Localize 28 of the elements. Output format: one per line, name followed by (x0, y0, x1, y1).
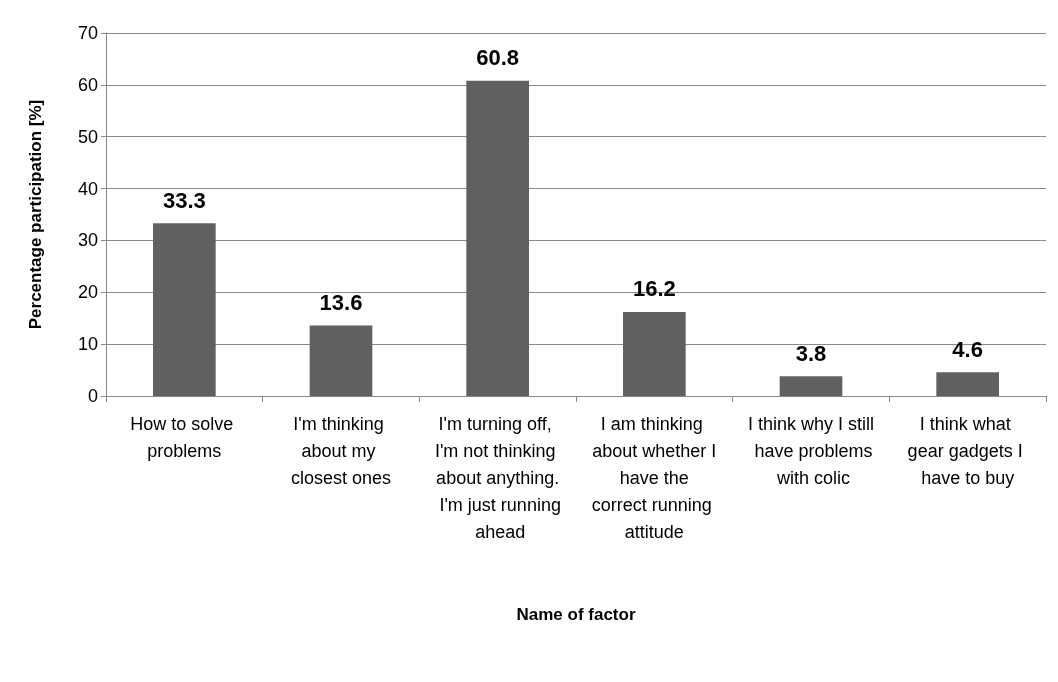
bar (466, 80, 529, 396)
y-tick-label: 50 (77, 126, 98, 147)
x-tick-label: I am thinking about whether I have the correct running attitude (591, 413, 717, 542)
x-tick-label: I'm thinking about my closest ones (290, 413, 392, 488)
y-tick-label: 40 (77, 178, 98, 199)
data-label: 60.8 (476, 45, 520, 71)
y-tick-label: 20 (77, 282, 98, 303)
y-tick-label: 10 (77, 334, 98, 355)
y-tick-label: 60 (77, 74, 98, 95)
y-tick-label: 0 (87, 386, 98, 406)
bar (623, 311, 686, 396)
x-tick-label: I think what gear gadgets I have to buy (907, 413, 1028, 488)
data-label: 13.6 (319, 289, 363, 315)
x-tick-label: I'm turning off, I'm not thinking about anything. I'm just running ahead (434, 413, 561, 542)
x-tick-label: How to solve problems (130, 413, 239, 461)
y-tick-label: 30 (77, 230, 98, 251)
data-label: 3.8 (795, 340, 827, 366)
data-label: 16.2 (632, 276, 676, 302)
y-tick-label: 70 (77, 23, 98, 43)
data-label: 4.6 (952, 336, 983, 362)
bar (936, 372, 999, 396)
bar (153, 223, 216, 396)
x-axis-title: Name of factor (516, 605, 636, 624)
bar (779, 376, 843, 396)
y-axis-title: Percentage participation [%] (26, 99, 45, 330)
x-tick-label: I think why I still have problems with colic (747, 413, 875, 488)
bar (309, 325, 373, 396)
data-label: 33.3 (162, 187, 206, 213)
